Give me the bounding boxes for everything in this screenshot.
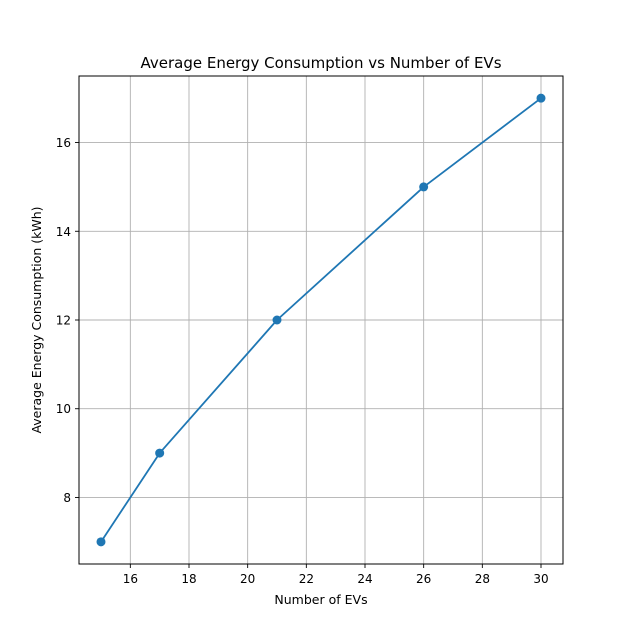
x-tick-label: 24 xyxy=(357,572,372,586)
y-tick-label: 10 xyxy=(56,402,71,416)
data-point xyxy=(419,182,429,192)
chart-title: Average Energy Consumption vs Number of … xyxy=(140,54,501,72)
data-point xyxy=(272,315,282,325)
x-tick-label: 18 xyxy=(181,572,196,586)
data-point xyxy=(536,93,546,103)
y-tick-label: 8 xyxy=(63,491,71,505)
x-tick-label: 26 xyxy=(416,572,431,586)
axis-ticks: 16 18 20 22 24 26 28 30 8 10 12 14 16 xyxy=(56,136,549,586)
y-axis-label: Average Energy Consumption (kWh) xyxy=(29,206,44,433)
x-tick-label: 16 xyxy=(123,572,138,586)
y-tick-label: 14 xyxy=(56,225,71,239)
grid-lines xyxy=(79,76,563,564)
x-tick-label: 20 xyxy=(240,572,255,586)
x-tick-label: 30 xyxy=(533,572,548,586)
y-tick-label: 12 xyxy=(56,314,71,328)
series xyxy=(96,93,546,547)
data-point xyxy=(155,448,165,458)
x-axis-label: Number of EVs xyxy=(274,592,367,607)
x-tick-label: 22 xyxy=(299,572,314,586)
x-tick-label: 28 xyxy=(475,572,490,586)
data-point xyxy=(96,537,106,547)
y-tick-label: 16 xyxy=(56,136,71,150)
